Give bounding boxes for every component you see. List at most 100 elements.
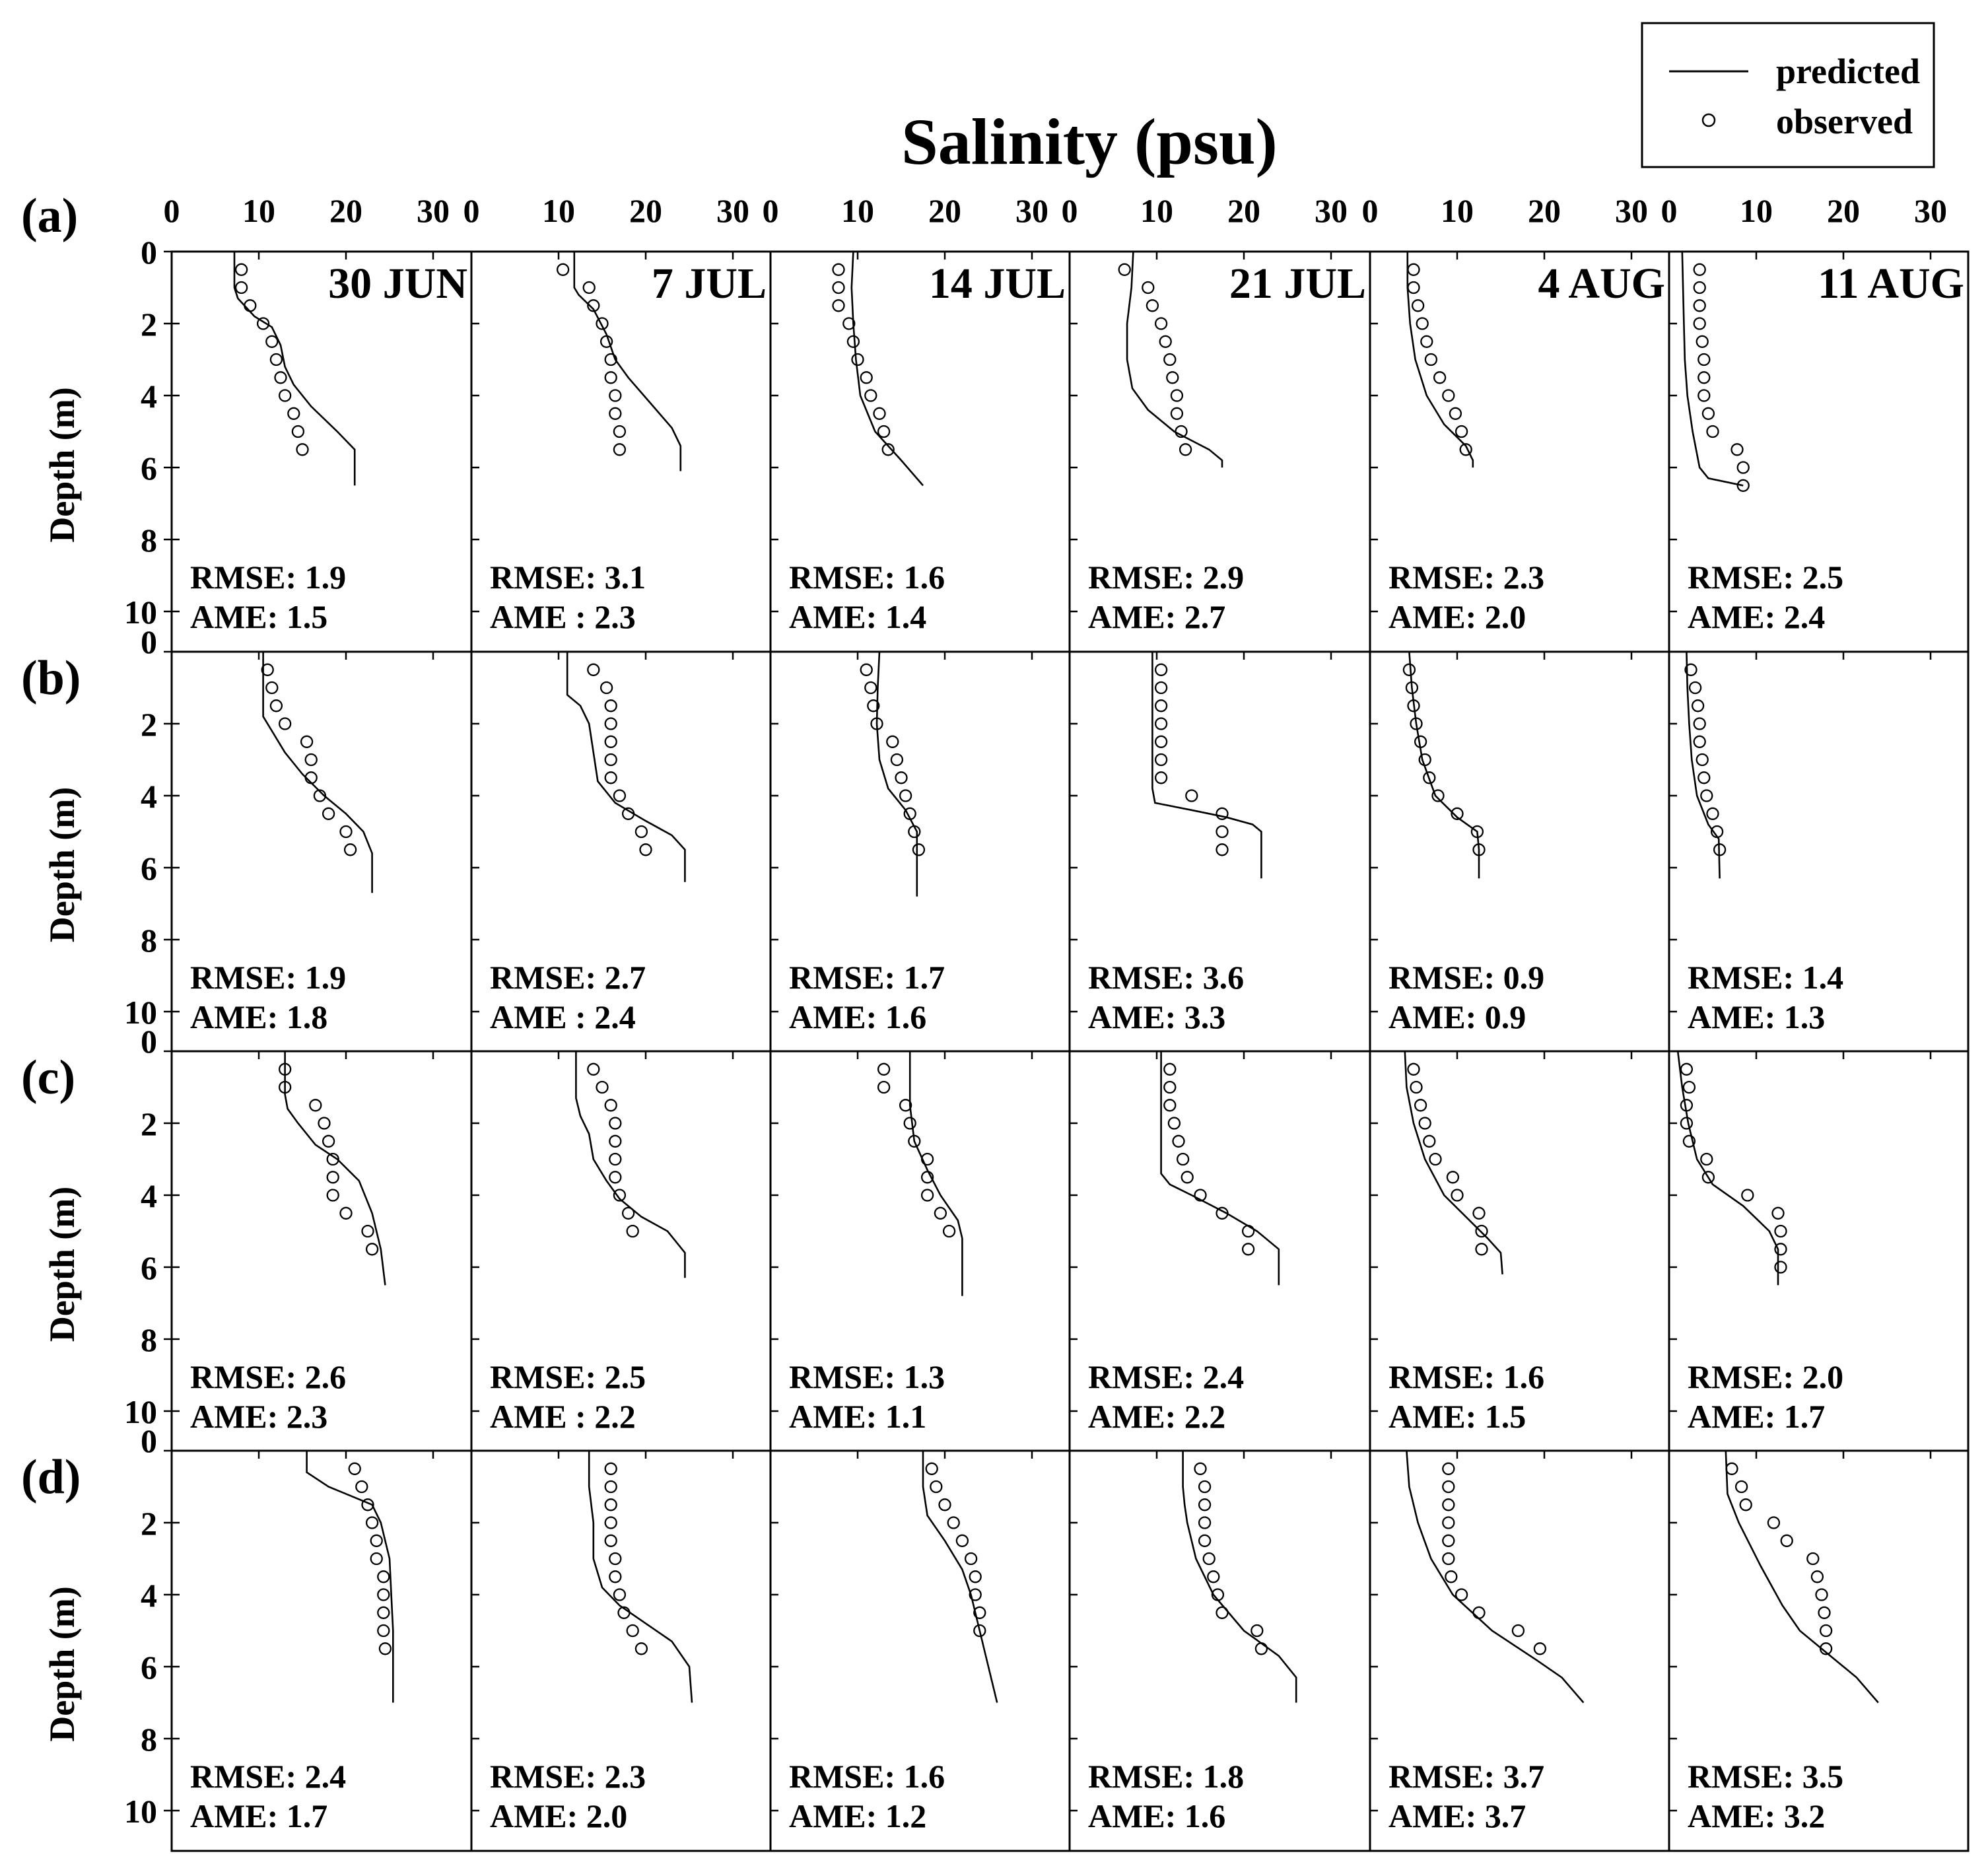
observed-point bbox=[1154, 317, 1168, 330]
observed-point bbox=[1154, 771, 1168, 784]
y-tick-label: 8 bbox=[141, 1321, 157, 1358]
ame-label: AME: 1.5 bbox=[190, 598, 327, 635]
observed-point bbox=[234, 263, 248, 276]
observed-point bbox=[1806, 1552, 1820, 1566]
observed-point bbox=[1442, 1516, 1455, 1529]
observed-point bbox=[1198, 1534, 1212, 1547]
observed-point bbox=[1179, 443, 1192, 456]
observed-point bbox=[339, 1206, 353, 1220]
x-tick-label: 30 bbox=[1914, 192, 1947, 229]
observed-point bbox=[365, 1516, 379, 1529]
observed-point bbox=[973, 1606, 986, 1619]
observed-point bbox=[1693, 735, 1706, 748]
observed-point bbox=[1163, 1080, 1177, 1094]
observed-point bbox=[582, 281, 596, 295]
predicted-line bbox=[875, 651, 918, 897]
observed-point bbox=[613, 443, 627, 456]
observed-point bbox=[339, 825, 353, 839]
observed-point bbox=[269, 353, 283, 366]
observed-point bbox=[870, 717, 883, 730]
ame-label: AME: 0.9 bbox=[1388, 998, 1526, 1035]
ame-label: AME: 1.7 bbox=[1688, 1398, 1825, 1435]
observed-point bbox=[1693, 299, 1706, 312]
observed-point bbox=[1818, 1606, 1831, 1619]
y-tick-label: 8 bbox=[141, 522, 157, 559]
observed-point bbox=[912, 843, 926, 856]
x-tick-label: 0 bbox=[1362, 192, 1379, 229]
ame-label: AME: 1.3 bbox=[1688, 998, 1825, 1035]
row-label: (a) bbox=[21, 189, 78, 243]
observed-point bbox=[1455, 425, 1468, 438]
observed-point bbox=[969, 1570, 982, 1583]
observed-point bbox=[925, 1462, 938, 1475]
rmse-label: RMSE: 1.6 bbox=[789, 559, 945, 596]
observed-point bbox=[1684, 663, 1697, 676]
observed-point bbox=[1163, 1062, 1177, 1076]
observed-point bbox=[1475, 1243, 1488, 1256]
observed-point bbox=[377, 1570, 390, 1583]
observed-point bbox=[1442, 1462, 1455, 1475]
observed-point bbox=[1407, 1062, 1420, 1076]
rmse-label: RMSE: 1.3 bbox=[789, 1358, 945, 1395]
observed-point bbox=[377, 1606, 390, 1619]
observed-point bbox=[604, 735, 617, 748]
observed-point bbox=[1411, 299, 1425, 312]
observed-point bbox=[609, 1117, 622, 1130]
y-tick-label: 8 bbox=[141, 1721, 157, 1758]
observed-point bbox=[1442, 1534, 1455, 1547]
rmse-label: RMSE: 1.9 bbox=[190, 959, 346, 996]
panel-date: 30 JUN bbox=[328, 260, 467, 308]
observed-point bbox=[1697, 371, 1711, 384]
observed-point bbox=[609, 389, 622, 402]
chart-title: Salinity (psu) bbox=[901, 105, 1278, 178]
predicted-line bbox=[922, 1451, 998, 1703]
x-tick-label: 10 bbox=[1740, 192, 1773, 229]
ame-label: AME: 1.1 bbox=[789, 1398, 926, 1435]
observed-point bbox=[1725, 1462, 1738, 1475]
y-tick-label: 10 bbox=[124, 594, 157, 631]
observed-point bbox=[1682, 1134, 1696, 1148]
observed-point bbox=[587, 1062, 600, 1076]
observed-point bbox=[1731, 443, 1744, 456]
observed-point bbox=[326, 1189, 339, 1202]
observed-point bbox=[1819, 1624, 1833, 1638]
ame-label: AME : 2.4 bbox=[490, 998, 636, 1035]
observed-point bbox=[1442, 1480, 1455, 1494]
y-tick-label: 4 bbox=[141, 778, 157, 815]
observed-point bbox=[1774, 1243, 1787, 1256]
observed-point bbox=[1216, 825, 1229, 839]
observed-point bbox=[265, 335, 279, 348]
x-tick-label: 20 bbox=[1528, 192, 1561, 229]
observed-point bbox=[1146, 299, 1159, 312]
observed-point bbox=[1405, 681, 1419, 695]
observed-point bbox=[556, 263, 570, 276]
observed-point bbox=[1154, 753, 1168, 767]
observed-point bbox=[613, 1189, 627, 1202]
observed-point bbox=[877, 1062, 891, 1076]
observed-point bbox=[378, 1642, 392, 1655]
predicted-line bbox=[566, 652, 686, 882]
predicted-line bbox=[284, 1051, 386, 1286]
observed-point bbox=[634, 1642, 648, 1655]
observed-point bbox=[920, 1189, 934, 1202]
observed-point bbox=[1815, 1588, 1828, 1601]
observed-point bbox=[846, 335, 860, 348]
y-tick-label: 2 bbox=[141, 306, 157, 343]
observed-point bbox=[1202, 1552, 1216, 1566]
ame-label: AME: 2.4 bbox=[1688, 598, 1825, 635]
observed-point bbox=[899, 1099, 912, 1112]
observed-point bbox=[1700, 1152, 1713, 1166]
rmse-label: RMSE: 3.1 bbox=[490, 559, 646, 596]
predicted-line bbox=[1406, 1450, 1585, 1704]
observed-point bbox=[274, 371, 287, 384]
observed-point bbox=[278, 717, 292, 730]
observed-point bbox=[604, 371, 617, 384]
observed-point bbox=[604, 1516, 617, 1529]
